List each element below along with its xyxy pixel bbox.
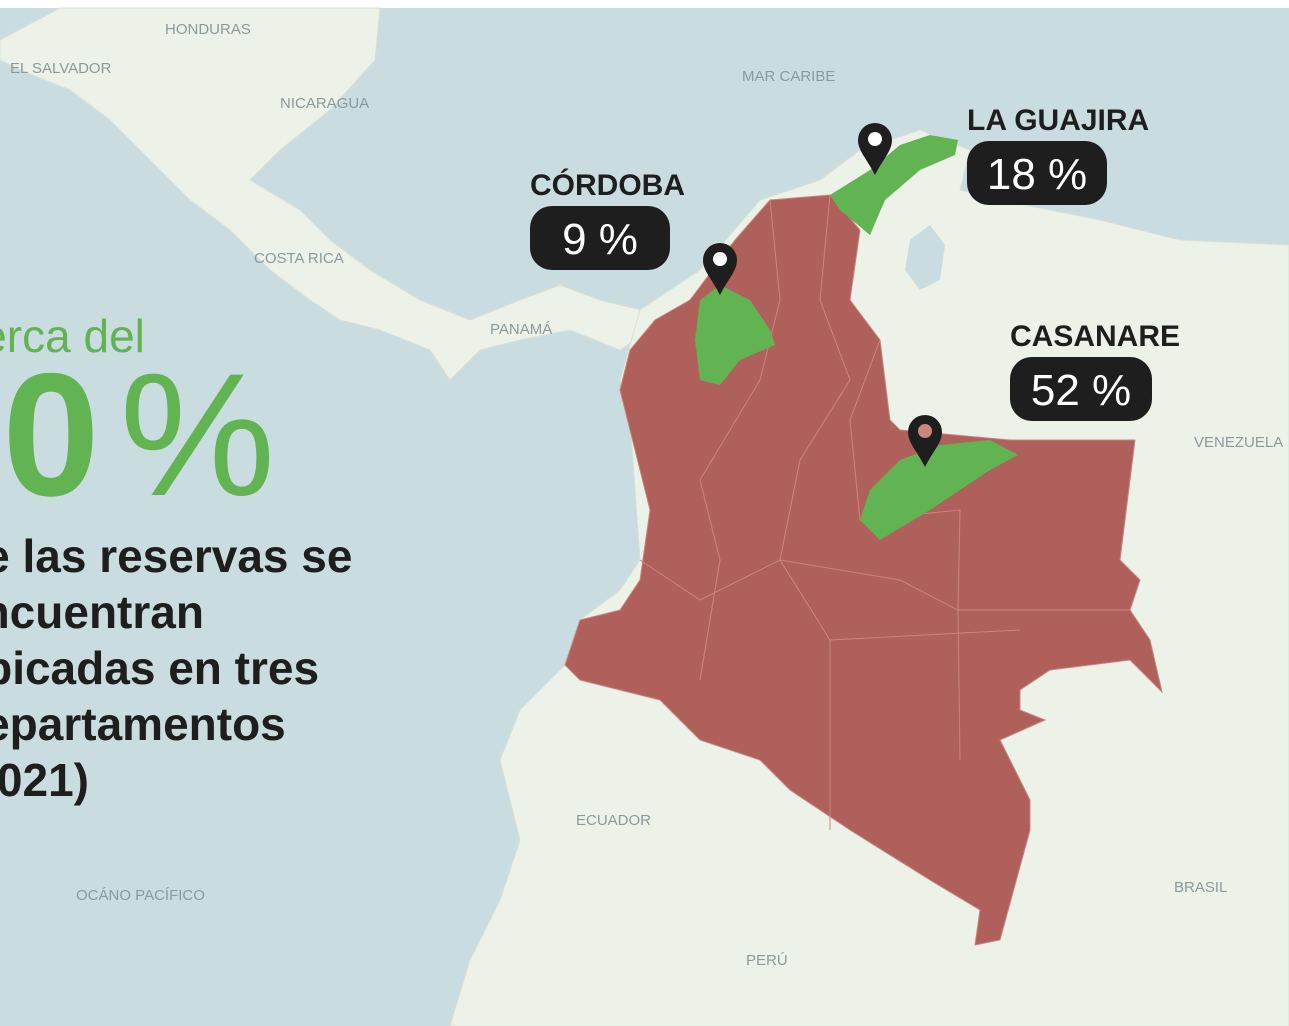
department-name: LA GUAJIRA	[967, 104, 1149, 137]
value-badge	[1010, 357, 1152, 421]
place-label: OCÁNO PACÍFICO	[76, 887, 205, 904]
department-name: CASANARE	[1010, 320, 1180, 353]
headline-body: departamentos	[0, 698, 286, 750]
pin-dot	[918, 424, 932, 438]
pin	[858, 123, 892, 175]
headline-body: ubicadas en tres	[0, 642, 319, 694]
central-america	[0, 7, 651, 381]
pin	[908, 415, 942, 467]
place-label: HONDURAS	[165, 21, 251, 38]
place-label: NICARAGUA	[280, 95, 369, 112]
value-badge	[530, 206, 670, 270]
value-label: 9 %	[562, 215, 638, 264]
department	[830, 135, 958, 235]
place-label: BRASIL	[1174, 879, 1227, 896]
headline-figure: 80%	[0, 338, 275, 533]
place-label: VENEZUELA	[1194, 434, 1283, 451]
place-label: PANAMÁ	[490, 321, 552, 338]
pin-dot	[713, 252, 727, 266]
pin-dot	[868, 132, 882, 146]
place-label: COSTA RICA	[254, 250, 344, 267]
value-label: 52 %	[1031, 366, 1131, 415]
figure-number: 80	[0, 338, 100, 533]
place-label: MAR CARIBE	[742, 68, 835, 85]
pin	[703, 243, 737, 295]
headline-body: de las reservas se	[0, 530, 352, 582]
place-label: PERÚ	[746, 952, 788, 969]
place-label: ECUADOR	[576, 812, 651, 829]
department-name: CÓRDOBA	[530, 168, 685, 202]
headline-body: encuentran	[0, 586, 204, 638]
place-label: EL SALVADOR	[10, 60, 112, 77]
department	[860, 440, 1018, 540]
headline-intro: Cerca del	[0, 310, 145, 362]
lake	[905, 225, 945, 290]
value-label: 18 %	[987, 150, 1087, 199]
figure-unit: %	[120, 338, 276, 533]
department	[695, 285, 775, 385]
headline-body: (2021)	[0, 754, 89, 806]
value-badge	[967, 141, 1107, 205]
